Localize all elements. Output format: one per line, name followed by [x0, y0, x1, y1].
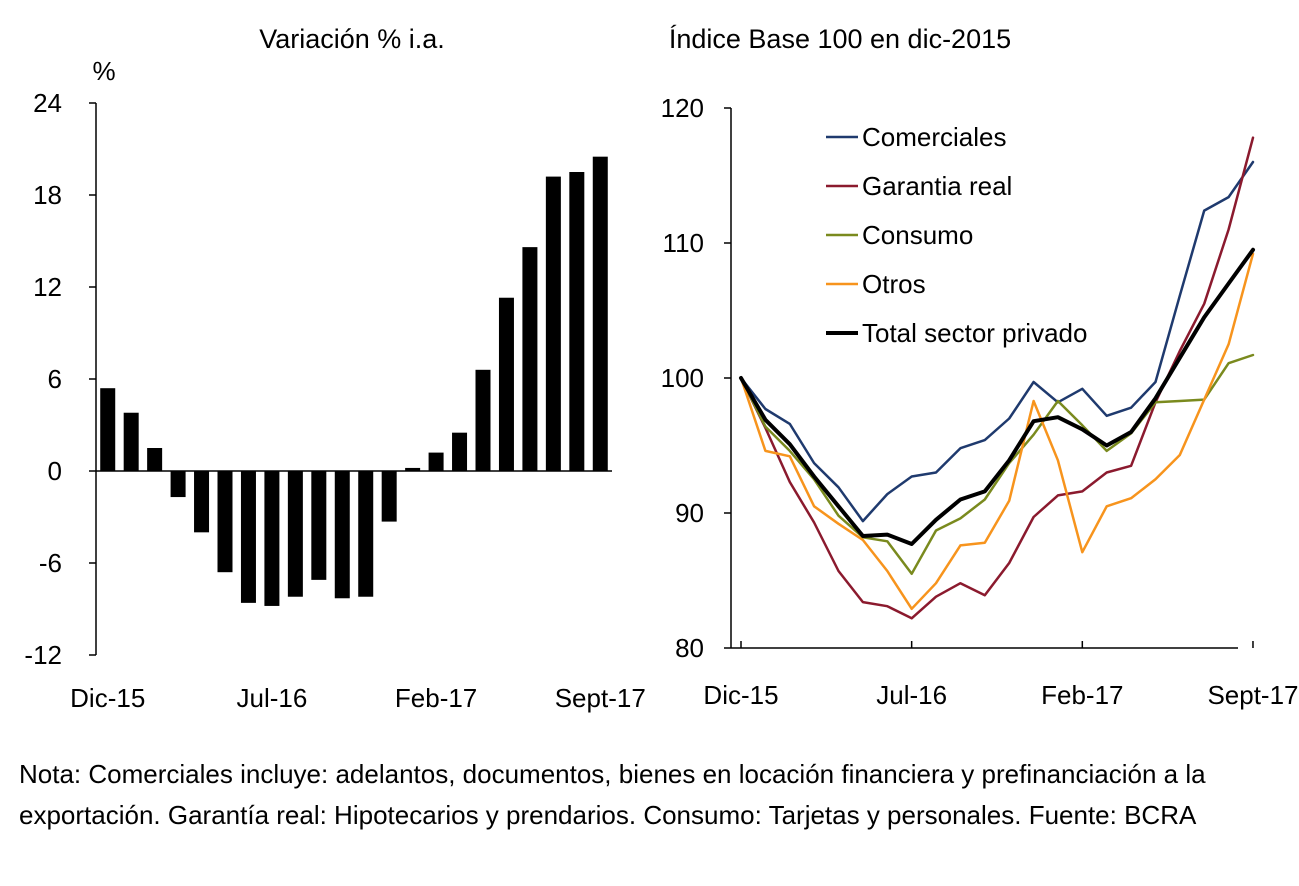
line-chart-x-axis: Dic-15 Jul-16 Feb-17 Sept-17	[703, 680, 1298, 710]
bar	[123, 412, 139, 471]
x-tick-label: Dic-15	[703, 680, 778, 710]
y-tick-label: 6	[48, 364, 62, 394]
line-chart-legend: Comerciales Garantia real Consumo Otros Tota…	[826, 122, 1087, 348]
bar	[147, 448, 163, 471]
line-chart-series	[739, 136, 1255, 620]
x-tick-label: Feb-17	[395, 683, 477, 713]
bar	[498, 297, 514, 471]
bar	[100, 388, 116, 471]
bar	[592, 156, 608, 471]
y-tick-label: 0	[48, 456, 62, 486]
y-tick-label: 80	[675, 633, 704, 663]
bar	[452, 432, 468, 471]
bar	[358, 471, 374, 597]
bar	[287, 471, 303, 597]
x-tick-label: Jul-16	[236, 683, 307, 713]
y-tick-label: 110	[663, 228, 704, 258]
x-tick-label: Dic-15	[70, 683, 145, 713]
x-tick-label: Feb-17	[1041, 680, 1123, 710]
bar-chart-axes	[95, 103, 612, 655]
y-tick-label: 120	[661, 93, 704, 123]
bar-chart-title: Variación % i.a.	[259, 24, 445, 54]
series-line	[739, 353, 1255, 576]
legend-label: Otros	[862, 269, 926, 299]
bar	[194, 471, 210, 533]
y-tick-label: 12	[33, 272, 62, 302]
series-line	[739, 160, 1255, 523]
bar-chart-bars	[100, 156, 608, 606]
bar	[545, 176, 561, 471]
bar	[405, 467, 421, 471]
bar-chart-y-axis: 24 18 12 6 0 -6 -12	[24, 88, 96, 670]
x-tick-label: Jul-16	[876, 680, 947, 710]
y-tick-label: 100	[661, 363, 704, 393]
legend-label: Total sector privado	[862, 318, 1087, 348]
line-chart-y-axis: 120 110 100 90 80	[661, 93, 731, 663]
series-line	[739, 136, 1255, 620]
bar-chart-y-unit: %	[92, 56, 115, 86]
footnote: Nota: Comerciales incluye: adelantos, do…	[19, 759, 1206, 830]
line-chart-axes	[730, 108, 1254, 649]
bar	[428, 452, 444, 471]
bar-chart: Variación % i.a. % 24 18 12 6 0 -6 -12 Dic-15 J…	[24, 24, 645, 713]
bar	[311, 471, 327, 580]
legend-label: Garantia real	[862, 171, 1012, 201]
bar	[240, 471, 256, 603]
bar	[217, 471, 233, 573]
line-chart: Índice Base 100 en dic-2015 120 110 100 90 8…	[661, 24, 1299, 710]
y-tick-label: -12	[24, 640, 62, 670]
bar	[264, 471, 280, 606]
y-tick-label: -6	[39, 548, 62, 578]
series-line	[739, 247, 1255, 546]
bar	[569, 172, 585, 471]
x-tick-label: Sept-17	[555, 683, 646, 713]
bar	[381, 471, 397, 522]
line-chart-title: Índice Base 100 en dic-2015	[669, 24, 1011, 54]
bar-chart-x-axis: Dic-15 Jul-16 Feb-17 Sept-17	[70, 683, 646, 713]
y-tick-label: 90	[675, 498, 704, 528]
series-line	[739, 252, 1255, 611]
bar	[334, 471, 350, 599]
y-tick-label: 24	[33, 88, 62, 118]
x-tick-label: Sept-17	[1207, 680, 1298, 710]
bar	[522, 247, 538, 471]
bar	[475, 369, 491, 471]
y-tick-label: 18	[33, 180, 62, 210]
bar	[170, 471, 186, 498]
legend-label: Consumo	[862, 220, 973, 250]
legend-label: Comerciales	[862, 122, 1007, 152]
charts-canvas: Variación % i.a. % 24 18 12 6 0 -6 -12 Dic-15 J…	[24, 24, 1299, 713]
